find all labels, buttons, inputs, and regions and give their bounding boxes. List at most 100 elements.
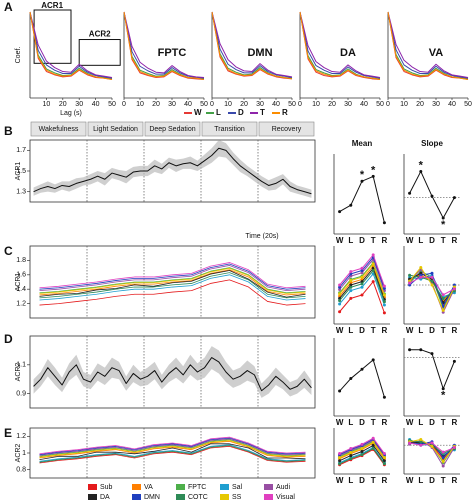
- series-line: [123, 11, 205, 80]
- data-point: [382, 459, 386, 463]
- data-point: [452, 287, 456, 291]
- category-label: D: [429, 236, 435, 245]
- data-point: [371, 269, 375, 273]
- x-tick-label: 20: [152, 101, 160, 108]
- data-point: [452, 196, 456, 200]
- legend-swatch: [264, 484, 273, 490]
- series-line: [299, 11, 381, 79]
- data-point: [349, 296, 353, 300]
- category-label: R: [382, 236, 388, 245]
- legend-label: L: [216, 108, 221, 117]
- y-tick-label: 1.6: [16, 272, 26, 279]
- x-tick-label: 30: [344, 101, 352, 108]
- data-point: [382, 289, 386, 293]
- series-line: [299, 11, 381, 80]
- category-label: W: [406, 236, 414, 245]
- x-tick-label: 40: [360, 101, 368, 108]
- plot-frame: [29, 245, 316, 319]
- data-point: [338, 287, 342, 291]
- epoch-header: [144, 121, 201, 137]
- x-tick-label: 30: [75, 101, 83, 108]
- data-point: [349, 451, 353, 455]
- series-line: [33, 147, 312, 195]
- legend-label: Audi: [276, 484, 290, 491]
- category-label: W: [336, 476, 344, 485]
- legend-label: T: [260, 108, 265, 117]
- data-point: [338, 389, 342, 393]
- x-tick-label: 50: [200, 101, 208, 108]
- y-axis-label: ACR2: [15, 363, 22, 382]
- x-tick-label: 50: [288, 101, 296, 108]
- series-line: [211, 11, 293, 79]
- series-line: [123, 11, 205, 79]
- x-tick-label: 0: [210, 101, 214, 108]
- epoch-label: Light Sedation: [93, 126, 138, 133]
- data-point: [371, 446, 375, 450]
- x-tick-label: 30: [168, 101, 176, 108]
- x-axis-label: Lag (s): [60, 110, 82, 117]
- category-label: L: [348, 326, 353, 335]
- legend-swatch: [264, 494, 273, 500]
- data-point: [371, 440, 375, 444]
- data-point: [441, 216, 445, 220]
- data-point: [360, 367, 364, 371]
- data-point: [349, 279, 353, 283]
- series-line: [39, 439, 306, 457]
- y-tick-label: 1.4: [16, 286, 26, 293]
- data-point: [360, 442, 364, 446]
- significance-mark: *: [371, 164, 376, 176]
- epoch-label: Recovery: [272, 126, 302, 133]
- category-label: R: [452, 476, 458, 485]
- y-tick-label: 0.9: [16, 390, 26, 397]
- annotation: ACR1: [41, 1, 63, 10]
- epoch-label: Transition: [214, 126, 245, 133]
- category-label: W: [406, 418, 414, 427]
- data-point: [382, 462, 386, 466]
- category-label: T: [371, 236, 376, 245]
- series-line: [39, 443, 306, 461]
- data-point: [371, 436, 375, 440]
- category-label: D: [429, 326, 435, 335]
- series-line: [123, 11, 205, 78]
- data-point: [382, 452, 386, 456]
- data-point: [430, 271, 434, 275]
- x-tick-label: 20: [416, 101, 424, 108]
- category-label: T: [371, 476, 376, 485]
- category-label: D: [429, 476, 435, 485]
- category-label: W: [406, 476, 414, 485]
- legend-label: Visual: [276, 494, 295, 501]
- data-point: [338, 302, 342, 306]
- data-point: [382, 221, 386, 225]
- series-line: [339, 175, 385, 223]
- data-point: [419, 348, 423, 352]
- annotation: ACR2: [89, 30, 111, 39]
- data-point: [349, 377, 353, 381]
- data-point: [408, 191, 412, 195]
- x-tick-label: 30: [256, 101, 264, 108]
- data-point: [430, 352, 434, 356]
- y-tick-label: 1.2: [16, 433, 26, 440]
- data-point: [338, 462, 342, 466]
- series-line: [211, 11, 293, 80]
- x-tick-label: 40: [272, 101, 280, 108]
- y-axis-label: ACR1: [15, 162, 22, 181]
- data-point: [338, 452, 342, 456]
- data-point: [338, 210, 342, 214]
- epoch-header: [201, 121, 258, 137]
- x-tick-label: 10: [400, 101, 408, 108]
- data-point: [360, 446, 364, 450]
- data-point: [430, 194, 434, 198]
- data-point: [441, 308, 445, 312]
- category-label: T: [441, 236, 446, 245]
- category-label: T: [441, 418, 446, 427]
- series-line: [33, 357, 312, 392]
- series-line: [387, 11, 469, 80]
- category-label: R: [382, 418, 388, 427]
- plot-frame: [29, 427, 316, 479]
- x-tick-label: 40: [184, 101, 192, 108]
- category-label: W: [406, 326, 414, 335]
- series-line: [39, 262, 306, 289]
- panel-label: D: [4, 332, 13, 346]
- series-line: [211, 11, 293, 78]
- category-label: T: [371, 418, 376, 427]
